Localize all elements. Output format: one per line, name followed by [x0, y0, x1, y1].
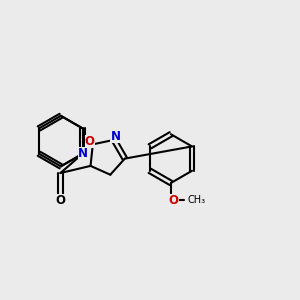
Text: N: N: [78, 147, 88, 160]
Text: CH₃: CH₃: [187, 195, 206, 205]
Text: O: O: [56, 194, 65, 207]
Text: O: O: [169, 194, 179, 207]
Text: N: N: [110, 130, 121, 143]
Text: O: O: [85, 135, 95, 148]
